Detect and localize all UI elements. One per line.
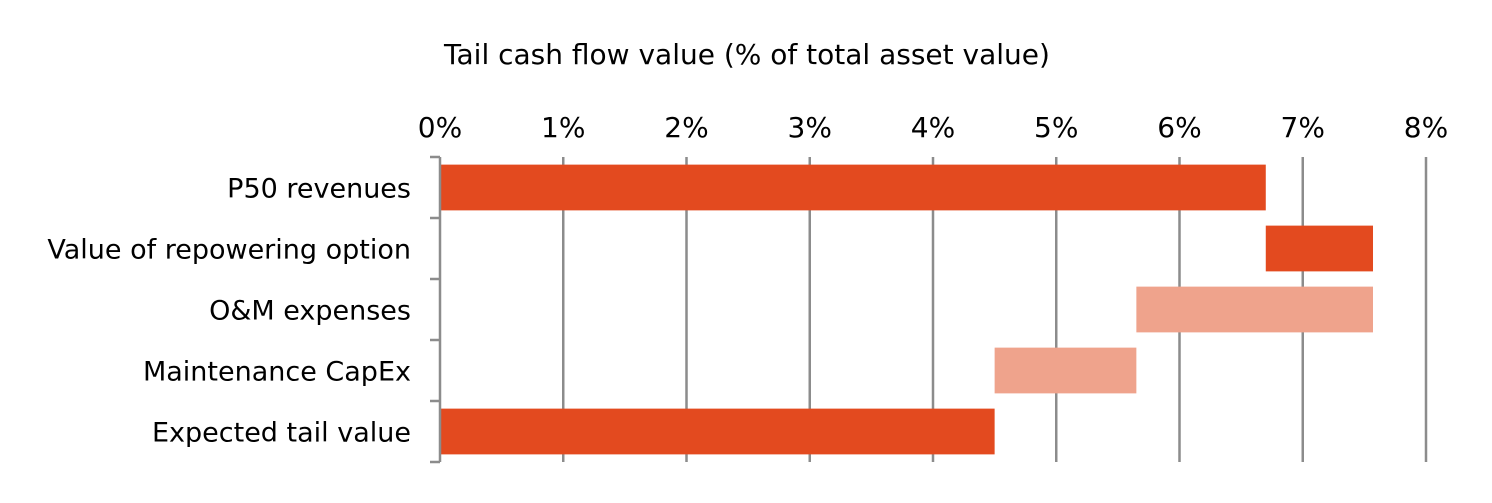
x-tick-label: 1%	[541, 111, 585, 144]
category-label: Value of repowering option	[47, 235, 411, 266]
x-tick-label: 8%	[1404, 111, 1448, 144]
bar-1	[1265, 225, 1374, 272]
category-label: Expected tail value	[152, 418, 411, 449]
x-tick-label: 3%	[788, 111, 832, 144]
x-tick-label: 5%	[1034, 111, 1078, 144]
bars	[440, 164, 1374, 455]
category-label: P50 revenues	[227, 174, 411, 205]
bar-0	[440, 164, 1266, 211]
x-tick-label: 4%	[911, 111, 955, 144]
x-tick-label: 0%	[418, 111, 462, 144]
bar-3	[994, 347, 1137, 394]
category-labels: P50 revenues Value of repowering option O&…	[47, 174, 411, 449]
x-tick-label: 6%	[1157, 111, 1201, 144]
x-tick-label: 2%	[664, 111, 708, 144]
chart-title: Tail cash flow value (% of total asset v…	[443, 38, 1050, 71]
x-tick-label: 7%	[1281, 111, 1325, 144]
y-axis	[430, 155, 442, 464]
bar-4	[440, 408, 995, 455]
category-label: Maintenance CapEx	[143, 357, 411, 388]
x-axis-ticks: 0% 1% 2% 3% 4% 5% 6% 7% 8%	[418, 111, 1448, 144]
category-label: O&M expenses	[209, 296, 411, 327]
bar-2	[1136, 286, 1374, 333]
